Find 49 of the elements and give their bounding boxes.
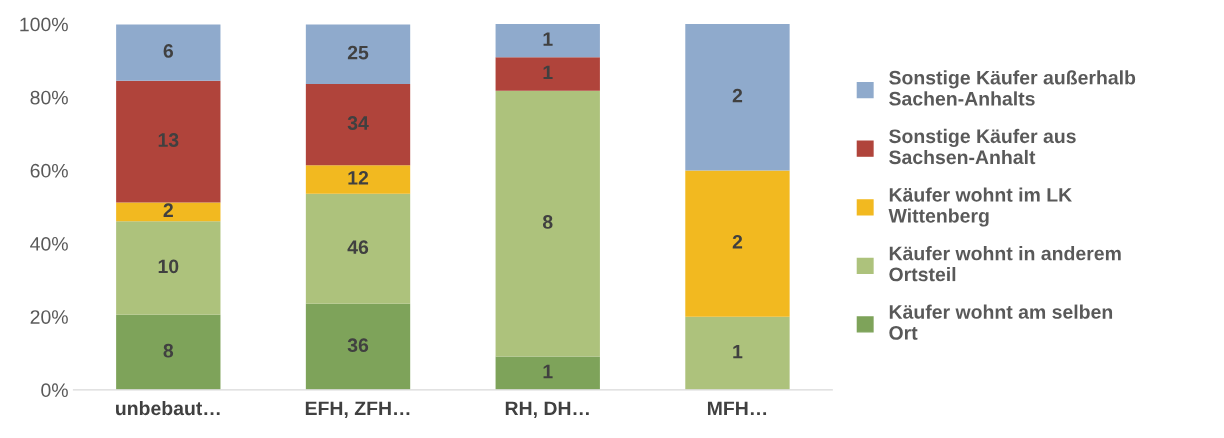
annotation: 2	[163, 203, 173, 217]
y-tick-label: 100%	[20, 17, 68, 32]
bar	[116, 221, 221, 315]
annotation: 46	[347, 240, 369, 255]
y-tick-label: 60%	[30, 163, 68, 178]
bar	[495, 356, 600, 390]
bar	[116, 202, 221, 222]
annotation: 36	[347, 338, 369, 353]
x-tick-label: unbebaut…	[116, 400, 220, 416]
bar	[495, 57, 600, 91]
bar	[685, 24, 790, 171]
bar	[305, 84, 411, 166]
annotation: 34	[347, 116, 369, 130]
annotation: 25	[347, 45, 369, 60]
legend-label: Sonstige Käufer aus Sachsen-Anhalt	[889, 128, 1076, 165]
annotation: 10	[158, 259, 179, 274]
x-tick-label: MFH…	[707, 401, 767, 416]
annotation: 8	[542, 215, 553, 229]
bar	[495, 90, 600, 357]
legend-label: Sonstige Käufer außerhalb Sachen-Anhalts	[889, 70, 1136, 106]
bar	[305, 303, 411, 390]
annotation: 1	[543, 32, 553, 46]
x-tick-label: RH, DH…	[505, 401, 589, 419]
annotation: 12	[348, 170, 369, 185]
bar	[495, 24, 600, 58]
bar	[685, 170, 790, 317]
legend-label: Käufer wohnt im LK Wittenberg	[888, 187, 1072, 227]
annotation: 2	[732, 88, 743, 103]
x-tick-label: EFH, ZFH…	[305, 401, 410, 419]
annotation: 1	[543, 65, 553, 80]
bar	[685, 316, 790, 390]
legend-label: Käufer wohnt in anderem Ortsteil	[889, 246, 1121, 282]
annotation: 1	[543, 364, 553, 379]
bar	[305, 165, 411, 194]
annotation: 8	[163, 343, 174, 358]
annotation: 2	[732, 234, 743, 249]
y-tick-label: 0%	[41, 383, 68, 398]
bar	[305, 193, 411, 304]
bar	[116, 24, 221, 81]
bar	[305, 24, 411, 85]
annotation: 1	[733, 344, 743, 359]
bar	[116, 80, 221, 203]
y-tick-label: 20%	[30, 310, 68, 324]
bar	[116, 314, 221, 390]
y-tick-label: 40%	[30, 237, 68, 251]
annotation: 6	[163, 44, 173, 58]
annotation: 13	[158, 133, 179, 147]
y-tick-label: 80%	[30, 90, 68, 105]
legend-label: Käufer wohnt am selben Ort	[889, 304, 1113, 340]
